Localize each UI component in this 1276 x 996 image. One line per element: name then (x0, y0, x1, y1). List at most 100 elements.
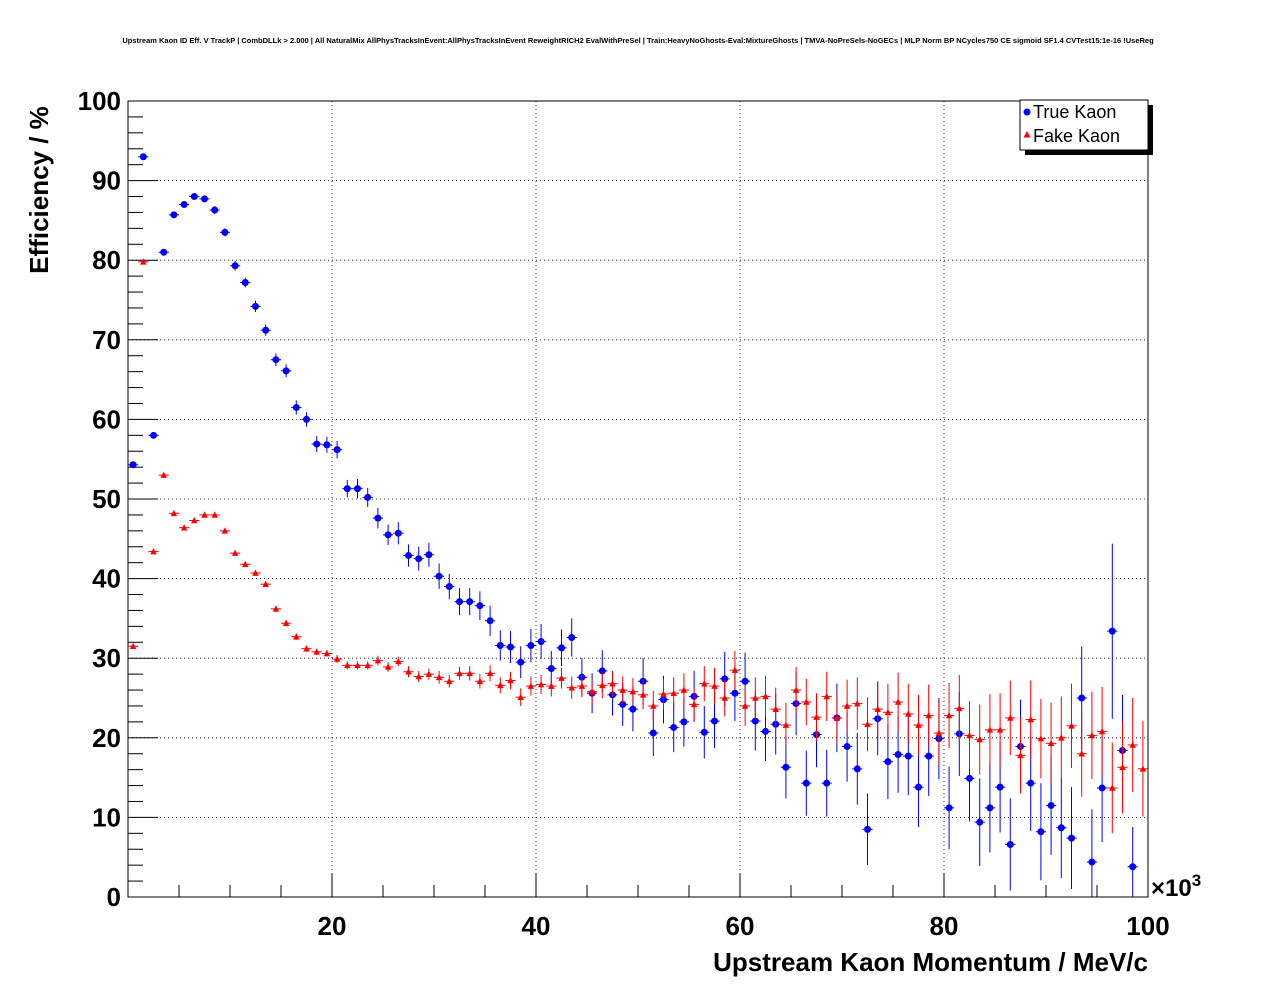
marker (650, 702, 657, 709)
data-point (709, 667, 720, 705)
marker (843, 702, 851, 709)
data-point (515, 688, 526, 706)
marker (537, 637, 545, 645)
y-tick-label: 0 (107, 882, 121, 912)
data-point (423, 542, 434, 567)
data-point (750, 677, 761, 719)
data-point (495, 630, 506, 661)
data-point (566, 618, 577, 657)
data-point (179, 524, 190, 531)
data-point (403, 544, 414, 567)
data-point (148, 431, 159, 439)
marker (599, 681, 606, 689)
data-point (434, 563, 445, 589)
marker (282, 619, 290, 626)
marker (1006, 840, 1014, 848)
data-point (434, 670, 445, 684)
marker (476, 602, 484, 610)
data-point (474, 591, 485, 620)
data-point (801, 678, 812, 726)
data-point (1066, 787, 1077, 890)
marker (1119, 763, 1126, 771)
marker (966, 774, 973, 782)
series-true-kaon (128, 153, 1138, 897)
marker (323, 649, 331, 657)
marker (333, 655, 341, 662)
data-point (842, 679, 853, 733)
marker (170, 211, 178, 219)
marker (1139, 765, 1147, 772)
data-point (638, 680, 649, 710)
data-point (678, 673, 689, 707)
data-point (831, 692, 842, 744)
data-point (270, 353, 281, 367)
x-tick-label: 100 (1126, 911, 1169, 941)
axis-ticks (128, 100, 1149, 898)
data-point (811, 693, 822, 741)
data-point (913, 747, 924, 827)
marker (435, 673, 443, 681)
marker (221, 527, 229, 534)
data-point (556, 667, 567, 689)
marker (894, 698, 902, 705)
marker (853, 765, 861, 773)
marker (588, 688, 596, 695)
marker (700, 728, 708, 736)
marker (996, 783, 1004, 791)
marker (731, 689, 739, 697)
marker (201, 195, 208, 203)
data-point (138, 153, 149, 161)
x-tick-label: 40 (522, 911, 551, 941)
data-point (240, 277, 251, 288)
legend-label-fake-kaon: Fake Kaon (1033, 126, 1120, 146)
marker (139, 153, 147, 161)
y-tick-labels: 0 10 20 30 40 50 60 70 80 90 100 (78, 86, 121, 912)
marker (129, 642, 137, 650)
marker (874, 705, 881, 712)
marker (293, 633, 300, 640)
data-point (1107, 742, 1118, 834)
marker (456, 598, 463, 606)
marker (496, 641, 504, 649)
data-point (291, 633, 302, 640)
data-point (852, 677, 863, 730)
data-point (128, 461, 139, 469)
data-point (872, 681, 883, 738)
marker (180, 200, 188, 208)
marker (1058, 734, 1065, 741)
marker (354, 661, 361, 669)
y-tick-label: 90 (92, 166, 121, 196)
marker (507, 676, 514, 684)
marker (486, 617, 494, 625)
marker (252, 302, 259, 310)
data-point (230, 549, 241, 556)
data-point (260, 324, 271, 336)
data-point (1056, 777, 1067, 878)
marker (568, 634, 576, 642)
data-point (780, 702, 791, 748)
marker (752, 694, 759, 701)
marker (578, 682, 586, 689)
marker (1098, 727, 1106, 735)
marker (670, 723, 678, 731)
data-point (862, 697, 873, 752)
marker (711, 682, 718, 689)
data-point (576, 674, 587, 698)
grid-lines (128, 101, 1148, 897)
data-point (1086, 809, 1097, 897)
data-point (189, 193, 200, 201)
legend: True Kaon Fake Kaon (1019, 99, 1153, 155)
marker (537, 680, 545, 688)
data-point (1005, 680, 1016, 756)
data-point (617, 676, 628, 704)
marker (1027, 779, 1035, 787)
data-point (219, 527, 230, 534)
marker (558, 644, 565, 652)
data-point (219, 228, 230, 237)
data-point (281, 364, 292, 378)
marker (915, 783, 922, 791)
marker (976, 818, 984, 826)
data-point (923, 684, 934, 747)
marker (517, 658, 525, 666)
marker (129, 461, 137, 469)
